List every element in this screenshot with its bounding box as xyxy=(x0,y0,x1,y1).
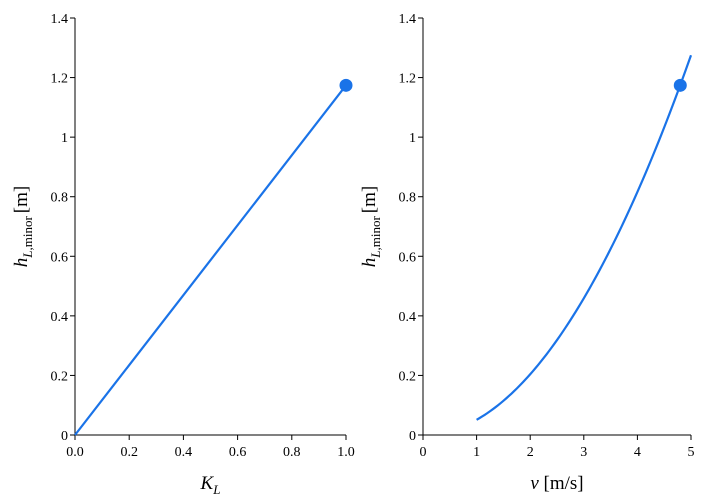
x-axis-label: KL xyxy=(200,473,221,497)
y-tick-label: 0.6 xyxy=(399,250,417,265)
y-tick-label: 0.6 xyxy=(51,250,69,265)
x-tick-label: 0.8 xyxy=(283,445,301,460)
right-x-ticks: 0 1 2 3 4 5 xyxy=(420,435,695,460)
left-y-ticks: 0 0.2 0.4 0.6 0.8 1 1.2 1.4 xyxy=(51,12,75,444)
left-axes xyxy=(74,18,346,436)
left-axis-labels: hL,minor[m] KL xyxy=(11,186,220,497)
x-tick-label: 3 xyxy=(580,445,587,460)
y-tick-label: 1.2 xyxy=(51,72,69,87)
x-tick-label: 4 xyxy=(634,445,641,460)
right-series xyxy=(476,54,693,421)
chart-right: 0 0.2 0.4 0.6 0.8 1 1.2 1.4 0 1 2 3 4 5 hL,minor[m] v… xyxy=(359,12,695,494)
data-point-marker xyxy=(673,78,687,92)
x-tick-label: 0.0 xyxy=(66,445,84,460)
right-y-ticks: 0 0.2 0.4 0.6 0.8 1 1.2 1.4 xyxy=(399,12,423,444)
y-tick-label: 1.4 xyxy=(51,12,69,27)
x-tick-label: 1.0 xyxy=(337,445,355,460)
y-tick-label: 0.8 xyxy=(399,191,417,206)
y-tick-label: 0 xyxy=(409,429,416,444)
right-axis-labels: hL,minor[m] v [m/s] xyxy=(359,186,584,494)
x-tick-label: 0 xyxy=(420,445,427,460)
x-tick-label: 0.6 xyxy=(229,445,247,460)
y-axis-label: hL,minor[m] xyxy=(11,186,35,267)
y-tick-label: 1.4 xyxy=(399,12,417,27)
x-tick-label: 0.4 xyxy=(175,445,193,460)
y-tick-label: 1 xyxy=(409,131,416,146)
left-x-ticks: 0.0 0.2 0.4 0.6 0.8 1.0 xyxy=(66,435,355,460)
x-axis-label: v [m/s] xyxy=(530,473,583,494)
left-series xyxy=(74,78,353,436)
right-axes xyxy=(422,18,691,436)
y-tick-label: 0.4 xyxy=(399,310,417,325)
data-point-marker xyxy=(339,78,353,92)
y-tick-label: 1.2 xyxy=(399,72,417,87)
y-tick-label: 1 xyxy=(61,131,68,146)
series-line xyxy=(74,84,347,436)
x-tick-label: 0.2 xyxy=(120,445,138,460)
y-tick-label: 0.4 xyxy=(51,310,69,325)
y-axis-label: hL,minor[m] xyxy=(359,186,383,267)
x-tick-label: 1 xyxy=(473,445,480,460)
y-tick-label: 0.8 xyxy=(51,191,69,206)
chart-left: 00.20.40.60.811.21.4 0.0 0.2 0.4 0.6 0.8 1.0 … xyxy=(11,12,355,497)
series-line xyxy=(476,54,693,421)
x-tick-label: 2 xyxy=(527,445,534,460)
y-tick-label: 0 xyxy=(61,429,68,444)
y-tick-label: 0.2 xyxy=(399,369,417,384)
y-tick-label: 0.2 xyxy=(51,369,69,384)
x-tick-label: 5 xyxy=(688,445,695,460)
